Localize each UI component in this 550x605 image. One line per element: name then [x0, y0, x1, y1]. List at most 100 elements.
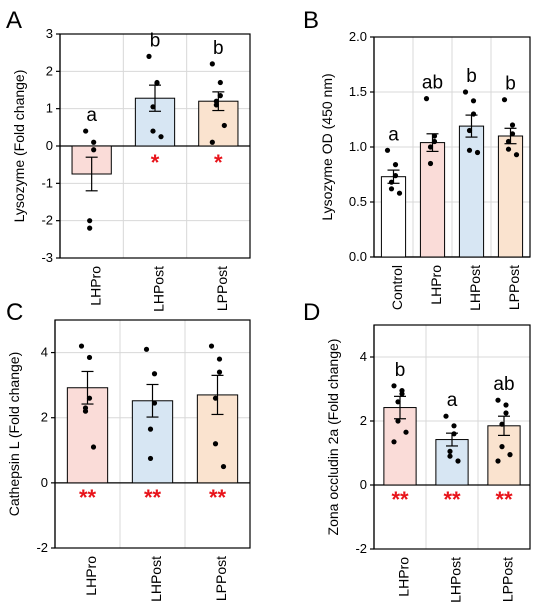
- x-category-label: LPPost: [214, 266, 230, 311]
- significance-letter: a: [447, 390, 458, 411]
- data-point: [217, 79, 223, 86]
- y-tick-label: 1.5: [349, 84, 367, 99]
- data-point: [209, 61, 215, 67]
- x-category-label: LHPost: [151, 266, 167, 312]
- x-category-label: LPPost: [500, 557, 516, 602]
- data-point: [447, 453, 453, 459]
- data-point: [423, 96, 430, 102]
- y-tick-label: 1.0: [349, 139, 367, 154]
- significance-letter: ab: [422, 73, 443, 94]
- y-tick-label: 4: [360, 349, 367, 364]
- x-category-label: LPPost: [213, 556, 229, 601]
- data-point: [455, 458, 461, 464]
- bar-lhpost: [458, 125, 485, 258]
- x-category-label: LHPro: [396, 557, 412, 597]
- data-point: [220, 463, 227, 470]
- significance-letter: b: [505, 74, 516, 95]
- significance-star: **: [209, 485, 227, 510]
- bar-lhpost: [131, 400, 174, 484]
- data-point: [82, 408, 89, 414]
- x-category-label: LHPost: [467, 265, 483, 311]
- data-point: [513, 152, 520, 158]
- data-point: [216, 369, 223, 375]
- data-point: [221, 122, 227, 129]
- y-axis-title: Lysozyme OD (450 nm): [319, 73, 335, 220]
- data-point: [146, 53, 152, 60]
- y-tick-label: 1: [46, 101, 53, 116]
- y-tick-label: -2: [41, 213, 53, 228]
- data-point: [466, 147, 473, 153]
- panel-a: A -3 -2 -1 0 1 2 3 Lysozyme (Fold change) a LHPro b…: [6, 7, 251, 312]
- panel-letter: C: [6, 299, 23, 326]
- data-point: [501, 97, 508, 103]
- y-tick-label: -2: [36, 540, 48, 555]
- data-point: [396, 190, 403, 196]
- panel-b: B 0.0 0.5 1.0 1.5 2.0 Lysozyme OD (450 nm) a Con…: [303, 7, 531, 311]
- x-category-label: LHPro: [83, 556, 99, 596]
- data-point: [143, 346, 150, 352]
- data-point: [86, 395, 93, 401]
- x-category-label: Control: [389, 265, 405, 310]
- y-tick-label: 0: [46, 138, 53, 153]
- significance-star: **: [144, 485, 162, 510]
- data-point: [151, 400, 158, 406]
- bar-lhpro: [419, 142, 446, 258]
- data-point: [90, 444, 97, 450]
- data-point: [505, 138, 512, 145]
- x-category-label: LHPro: [87, 266, 103, 306]
- data-point: [509, 122, 516, 128]
- data-point: [509, 131, 516, 137]
- data-point: [87, 218, 93, 224]
- x-category-label: LHPro: [428, 265, 444, 305]
- data-point: [427, 144, 434, 150]
- y-tick-label: 0: [41, 475, 48, 490]
- data-point: [150, 104, 156, 110]
- significance-letter: ab: [493, 374, 514, 395]
- panel-c: C -2 0 2 4 Cathepsin L (Fold change) ** LHPro **…: [6, 299, 251, 602]
- y-tick-label: 2.0: [349, 29, 367, 44]
- data-point: [151, 371, 158, 377]
- significance-letter: a: [388, 124, 399, 145]
- bar-lhpost: [435, 439, 469, 486]
- panel-letter: D: [303, 299, 320, 326]
- data-point: [451, 423, 457, 429]
- data-point: [384, 147, 391, 153]
- data-point: [392, 162, 399, 168]
- significance-star: *: [214, 150, 223, 175]
- y-tick-label: 2: [360, 413, 367, 428]
- data-point: [474, 149, 481, 156]
- data-point: [91, 147, 97, 153]
- data-point: [391, 439, 397, 445]
- significance-star: **: [495, 487, 513, 512]
- x-category-label: LHPost: [448, 557, 464, 603]
- data-point: [154, 80, 160, 86]
- data-point: [399, 391, 405, 397]
- y-axis-title: Zona occludin 2a (Fold change): [325, 339, 341, 536]
- data-point: [212, 441, 219, 447]
- significance-letter: b: [213, 38, 224, 59]
- y-tick-label: 2: [46, 63, 53, 78]
- significance-star: **: [443, 487, 461, 512]
- y-tick-label: 3: [46, 26, 53, 41]
- y-tick-label: 0: [360, 477, 367, 492]
- significance-letter: b: [150, 30, 161, 51]
- data-point: [388, 186, 395, 192]
- data-point: [395, 418, 401, 424]
- data-point: [447, 448, 453, 454]
- panel-letter: A: [6, 7, 22, 34]
- y-tick-label: 2: [41, 410, 48, 425]
- data-point: [212, 395, 219, 401]
- data-point: [451, 431, 457, 437]
- data-point: [495, 397, 501, 403]
- x-category-label: LHPost: [148, 556, 164, 602]
- data-point: [431, 133, 438, 139]
- y-tick-label: -3: [41, 250, 53, 265]
- panel-d: D -2 0 2 4 Zona occludin 2a (Fold change) b ** L…: [303, 299, 531, 603]
- significance-letter: b: [466, 66, 477, 87]
- y-axis-title: Cathepsin L (Fold change): [6, 352, 22, 516]
- x-category-label: LPPost: [506, 265, 522, 310]
- data-point: [443, 413, 449, 419]
- data-point: [403, 429, 409, 435]
- data-point: [158, 134, 164, 140]
